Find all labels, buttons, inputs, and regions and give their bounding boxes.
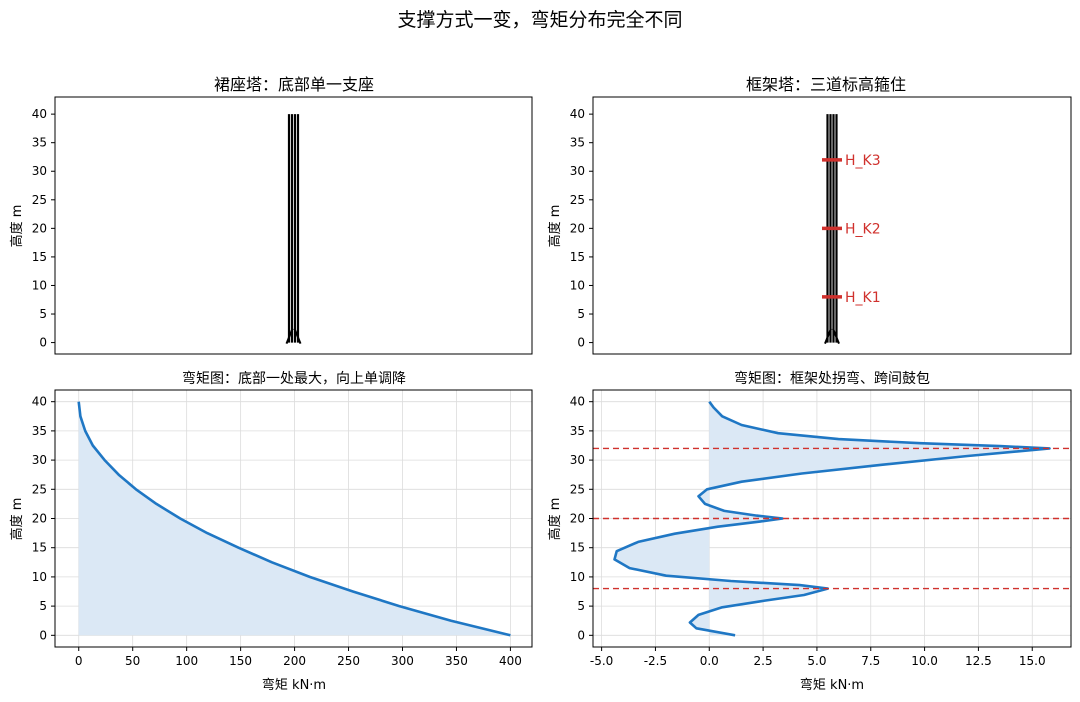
y-axis-label: 高度 m <box>9 205 25 248</box>
panel-title: 框架塔：三道标高箍住 <box>746 75 906 94</box>
panel-frame-moment: 弯矩图：框架处拐弯、跨间鼓包 0 5 10 15 20 25 30 35 40 -5.0 -2.5 0… <box>547 370 1072 693</box>
y-tick-label: 5 <box>577 599 585 613</box>
x-tick-label: 50 <box>125 654 140 668</box>
figure-suptitle: 支撑方式一变，弯矩分布完全不同 <box>397 9 682 31</box>
panel-skirt-tower: 裙座塔：底部单一支座 0 5 10 15 20 25 30 35 40 高度 m <box>9 75 533 355</box>
moment-fill-area <box>614 401 1050 636</box>
y-tick-label: 0 <box>39 336 47 350</box>
x-tick-label: 0.0 <box>700 654 719 668</box>
y-tick-label: 0 <box>39 628 47 642</box>
x-tick-label: -2.5 <box>644 654 667 668</box>
panel-title: 弯矩图：框架处拐弯、跨间鼓包 <box>734 370 930 387</box>
y-axis-label: 高度 m <box>547 498 563 541</box>
x-tick-label: 7.5 <box>861 654 880 668</box>
panel-frame-tower: 框架塔：三道标高箍住 0 5 10 15 20 25 30 35 40 H_K1 H_K2 H_K3… <box>547 75 1072 355</box>
y-tick-label: 25 <box>32 482 47 496</box>
x-tick-label: -5.0 <box>590 654 613 668</box>
x-tick-label: 250 <box>337 654 360 668</box>
y-tick-label: 20 <box>32 512 47 526</box>
y-tick-label: 10 <box>32 570 47 584</box>
x-tick-label: 100 <box>175 654 198 668</box>
y-tick-label: 25 <box>570 482 585 496</box>
y-tick-label: 5 <box>577 307 585 321</box>
y-tick-label: 25 <box>32 193 47 207</box>
plot-frame <box>592 96 1072 355</box>
y-tick-label: 0 <box>577 628 585 642</box>
x-tick-label: 400 <box>499 654 522 668</box>
y-tick-label: 30 <box>570 164 585 178</box>
x-tick-label: 0 <box>75 654 83 668</box>
y-axis-label: 高度 m <box>547 205 563 248</box>
x-axis-label: 弯矩 kN·m <box>262 677 326 693</box>
base-support-leg <box>832 328 840 344</box>
panel-title: 裙座塔：底部单一支座 <box>214 75 374 94</box>
y-tick-label: 5 <box>39 599 47 613</box>
x-axis-label: 弯矩 kN·m <box>800 677 864 693</box>
y-tick-label: 20 <box>570 221 585 235</box>
y-axis-label: 高度 m <box>9 498 25 541</box>
y-tick-label: 15 <box>32 541 47 555</box>
support-label: H_K3 <box>845 153 881 169</box>
y-tick-label: 40 <box>570 395 585 409</box>
moment-curve <box>613 400 1051 637</box>
y-tick-label: 15 <box>32 250 47 264</box>
y-tick-label: 10 <box>32 278 47 292</box>
y-tick-label: 15 <box>570 250 585 264</box>
y-tick-label: 10 <box>570 278 585 292</box>
x-tick-label: 12.5 <box>965 654 992 668</box>
y-tick-label: 25 <box>570 193 585 207</box>
base-support-leg <box>285 328 294 344</box>
y-tick-label: 30 <box>570 453 585 467</box>
support-label: H_K1 <box>845 290 881 306</box>
y-tick-label: 35 <box>32 136 47 150</box>
x-tick-label: 300 <box>391 654 414 668</box>
y-tick-label: 30 <box>32 164 47 178</box>
y-tick-label: 0 <box>577 336 585 350</box>
x-tick-label: 150 <box>229 654 252 668</box>
x-tick-label: 350 <box>445 654 468 668</box>
y-tick-label: 30 <box>32 453 47 467</box>
moment-fill-area <box>78 401 511 636</box>
y-tick-label: 35 <box>32 424 47 438</box>
base-support-leg <box>824 328 832 344</box>
plot-frame <box>592 389 1072 648</box>
x-tick-label: 200 <box>283 654 306 668</box>
x-tick-label: 2.5 <box>754 654 773 668</box>
y-tick-label: 40 <box>570 107 585 121</box>
x-tick-label: 5.0 <box>807 654 826 668</box>
x-tick-label: 15.0 <box>1019 654 1046 668</box>
y-tick-label: 15 <box>570 541 585 555</box>
y-tick-label: 40 <box>32 395 47 409</box>
y-tick-label: 40 <box>32 107 47 121</box>
y-tick-label: 20 <box>32 221 47 235</box>
panel-title: 弯矩图：底部一处最大，向上单调降 <box>182 370 406 387</box>
y-tick-label: 35 <box>570 136 585 150</box>
x-tick-label: 10.0 <box>911 654 938 668</box>
y-tick-label: 5 <box>39 307 47 321</box>
support-label: H_K2 <box>845 221 881 237</box>
y-tick-label: 35 <box>570 424 585 438</box>
y-tick-label: 10 <box>570 570 585 584</box>
base-support-leg <box>293 328 302 344</box>
y-tick-label: 20 <box>570 512 585 526</box>
plot-frame <box>54 389 533 648</box>
plot-frame <box>54 96 533 355</box>
moment-curve <box>77 401 511 637</box>
